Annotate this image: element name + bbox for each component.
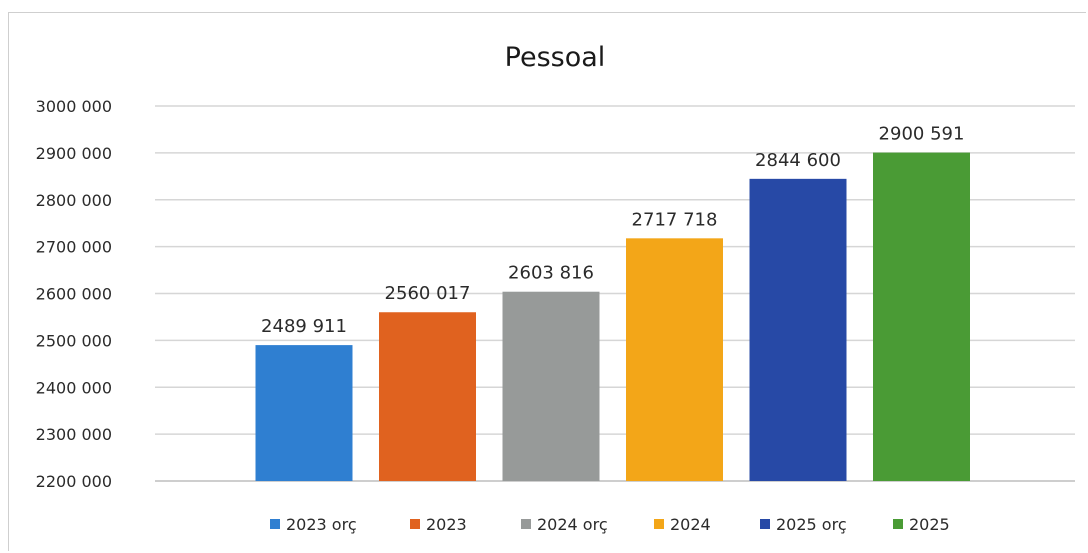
data-label: 2900 591 (879, 124, 965, 145)
bars (255, 152, 970, 481)
legend-swatch (893, 519, 903, 529)
legend-item: 2025 orç (760, 515, 847, 534)
bar-6 (873, 152, 970, 481)
legend-label: 2025 (909, 515, 950, 534)
bar-3 (502, 291, 600, 481)
data-label: 2603 816 (508, 263, 594, 284)
legend-label: 2025 orç (776, 515, 847, 534)
chart-title: Pessoal (505, 42, 606, 73)
legend-label: 2024 (670, 515, 711, 534)
legend-item: 2024 (654, 515, 711, 534)
legend-item: 2025 (893, 515, 950, 534)
legend-swatch (760, 519, 770, 529)
bar-1 (255, 345, 353, 481)
y-tick-label: 2800 000 (36, 191, 112, 210)
y-tick-label: 2600 000 (36, 285, 112, 304)
legend-item: 2023 orç (270, 515, 357, 534)
legend: 2023 orç 2023 2024 orç 2024 2025 orç 2025 (270, 515, 950, 534)
y-axis-ticks: 2200 000 2300 000 2400 000 2500 000 2600 000… (36, 97, 112, 491)
data-label: 2560 017 (385, 283, 471, 304)
data-label: 2717 718 (632, 209, 718, 230)
legend-label: 2023 (426, 515, 467, 534)
y-tick-label: 2400 000 (36, 378, 112, 397)
legend-swatch (521, 519, 531, 529)
bar-5 (749, 178, 847, 481)
y-tick-label: 3000 000 (36, 97, 112, 116)
chart-frame (8, 12, 1086, 551)
y-tick-label: 2700 000 (36, 238, 112, 257)
legend-item: 2024 orç (521, 515, 608, 534)
legend-swatch (410, 519, 420, 529)
legend-label: 2023 orç (286, 515, 357, 534)
data-labels: 2489 911 2560 017 2603 816 2717 718 2844 600… (261, 124, 964, 338)
y-tick-label: 2300 000 (36, 425, 112, 444)
y-tick-label: 2200 000 (36, 472, 112, 491)
legend-swatch (270, 519, 280, 529)
legend-item: 2023 (410, 515, 467, 534)
bar-2 (379, 312, 476, 481)
data-label: 2844 600 (755, 150, 841, 171)
y-tick-label: 2900 000 (36, 144, 112, 163)
data-label: 2489 911 (261, 316, 347, 337)
y-tick-label: 2500 000 (36, 331, 112, 350)
legend-label: 2024 orç (537, 515, 608, 534)
bar-4 (626, 238, 723, 481)
legend-swatch (654, 519, 664, 529)
